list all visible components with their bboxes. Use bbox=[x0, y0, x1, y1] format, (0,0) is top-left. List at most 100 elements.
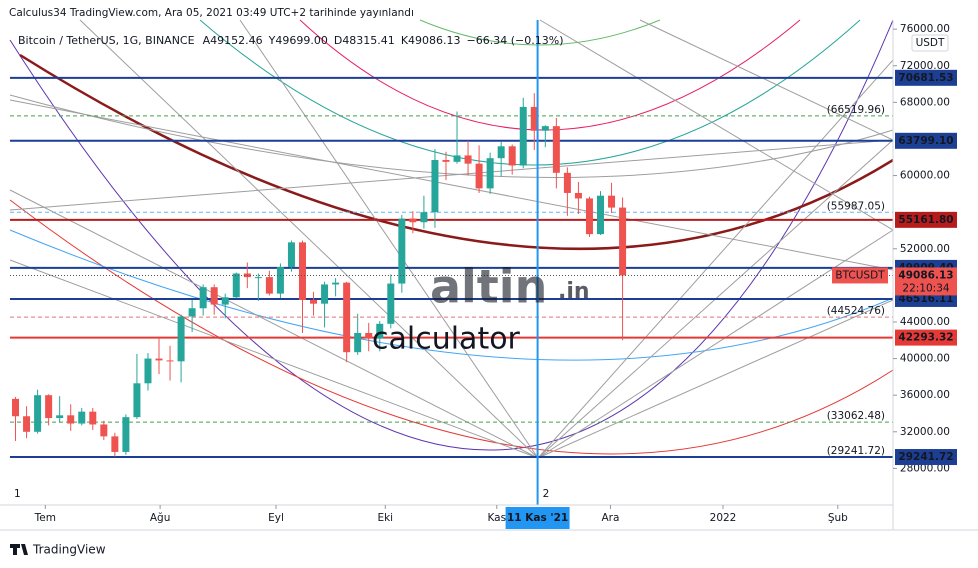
candle-body bbox=[221, 297, 229, 305]
candle-body bbox=[464, 155, 472, 164]
fib-arc bbox=[9, 94, 894, 178]
candle-body bbox=[365, 332, 373, 339]
crosshair-label-bg bbox=[505, 507, 570, 529]
fan-line bbox=[79, 19, 539, 459]
watermark-word: calculator bbox=[372, 322, 521, 357]
level-label-bg bbox=[895, 449, 957, 466]
ohlc-value: 49699.00 bbox=[275, 34, 328, 47]
candle-body bbox=[619, 207, 627, 276]
fib-arc bbox=[9, 229, 894, 361]
tv-logo bbox=[10, 544, 28, 555]
candle-body bbox=[78, 411, 86, 424]
plot-area: (66519.96) (55987.05) (44524.76) (33062.48)… bbox=[10, 20, 893, 505]
fan-line bbox=[9, 189, 539, 459]
y-tick-label: 36000.00 bbox=[900, 389, 950, 401]
fib-arc bbox=[19, 53, 894, 251]
dashed-level-label: (66519.96) bbox=[827, 104, 885, 116]
candle-body bbox=[486, 158, 494, 189]
level-label: 63799.10 bbox=[898, 135, 953, 147]
candle-body bbox=[354, 332, 362, 353]
candle-body bbox=[431, 160, 439, 213]
candle-body bbox=[420, 212, 428, 223]
y-tick-label: 40000.00 bbox=[900, 353, 950, 365]
candle-body bbox=[343, 282, 351, 353]
currency: USDT bbox=[916, 37, 945, 49]
candle-body bbox=[254, 277, 262, 279]
candle-body bbox=[409, 218, 417, 223]
fan-line bbox=[9, 259, 539, 459]
dashed-level-label: (33062.48) bbox=[827, 410, 885, 422]
footer-brand: TradingView bbox=[32, 543, 106, 557]
candle-body bbox=[265, 277, 273, 294]
candle-body bbox=[497, 146, 505, 159]
symbol: Bitcoin / TetherUS, 1G, BINANCE bbox=[18, 34, 195, 47]
candle-body bbox=[155, 358, 163, 361]
fib-arc bbox=[9, 199, 894, 455]
candle-body bbox=[298, 242, 306, 301]
candle-body bbox=[111, 436, 119, 452]
candle-body bbox=[56, 415, 64, 419]
level-label: 29241.72 bbox=[898, 451, 953, 463]
candle-body bbox=[453, 155, 461, 162]
fan-line bbox=[9, 99, 894, 271]
y-tick-label: 28000.00 bbox=[900, 462, 950, 474]
symbol-tag: BTCUSDT bbox=[835, 269, 885, 281]
drawing-tools bbox=[9, 19, 894, 459]
candle-body bbox=[166, 360, 174, 362]
candle-body bbox=[563, 172, 571, 193]
candle-body bbox=[442, 160, 450, 162]
level-label: 55161.80 bbox=[898, 214, 953, 226]
x-tick-label: Eki bbox=[377, 512, 393, 524]
x-tick-label: Ara bbox=[601, 512, 619, 524]
candle-body bbox=[387, 283, 395, 324]
y-tick-label: 76000.00 bbox=[900, 23, 950, 35]
fan-line bbox=[639, 19, 894, 141]
marker: 2 bbox=[543, 488, 550, 500]
last-price: 49086.13 bbox=[898, 269, 953, 281]
candle-body bbox=[188, 308, 196, 317]
ohlc-value: 48315.41 bbox=[342, 34, 395, 47]
watermark-domain: .in bbox=[558, 279, 590, 304]
candle-body bbox=[177, 316, 185, 362]
fib-arc bbox=[9, 19, 894, 451]
dashed-level-label: (44524.76) bbox=[827, 305, 885, 317]
level-label-bg bbox=[895, 132, 957, 149]
level-label-bg bbox=[895, 329, 957, 346]
candle-body bbox=[67, 415, 75, 424]
candle-body bbox=[232, 273, 240, 298]
y-tick-label: 60000.00 bbox=[900, 170, 950, 182]
ohlc-key: K bbox=[401, 34, 409, 47]
last-price-bg bbox=[895, 267, 957, 296]
ohlc-value: 49086.13 bbox=[408, 34, 461, 47]
publish-line: Calculus34 TradingView.com, Ara 05, 2021… bbox=[9, 7, 414, 19]
candle-body bbox=[332, 282, 340, 285]
candle-body bbox=[144, 358, 152, 384]
ohlc-key: A bbox=[203, 34, 211, 47]
fan-line bbox=[537, 299, 894, 459]
level-label-bg bbox=[895, 211, 957, 228]
x-tick-label: Kas bbox=[487, 512, 506, 524]
candle-body bbox=[597, 195, 605, 235]
dashed-level-label: (29241.72) bbox=[827, 445, 885, 457]
fan-line bbox=[539, 19, 894, 231]
candle-body bbox=[574, 192, 582, 199]
symbol-tag-bg bbox=[832, 267, 888, 284]
candle-body bbox=[310, 300, 318, 304]
candle-body bbox=[508, 146, 516, 166]
x-tick-label: Eyl bbox=[268, 512, 284, 524]
level-label: 42293.32 bbox=[898, 332, 953, 344]
x-tick-label: Şub bbox=[828, 512, 848, 524]
dashed-level-label: (55987.05) bbox=[827, 200, 885, 212]
marker: 1 bbox=[14, 488, 21, 500]
candle-body bbox=[23, 416, 31, 432]
candle-body bbox=[89, 411, 97, 425]
candle-body bbox=[585, 198, 593, 235]
fib-arc bbox=[419, 19, 661, 46]
level-label: 46516.11 bbox=[898, 293, 953, 305]
y-tick-label: 44000.00 bbox=[900, 316, 950, 328]
currency-box bbox=[911, 34, 949, 52]
candle-body bbox=[287, 242, 295, 268]
x-tick-label: Ağu bbox=[150, 512, 171, 524]
candle-body bbox=[100, 424, 108, 437]
